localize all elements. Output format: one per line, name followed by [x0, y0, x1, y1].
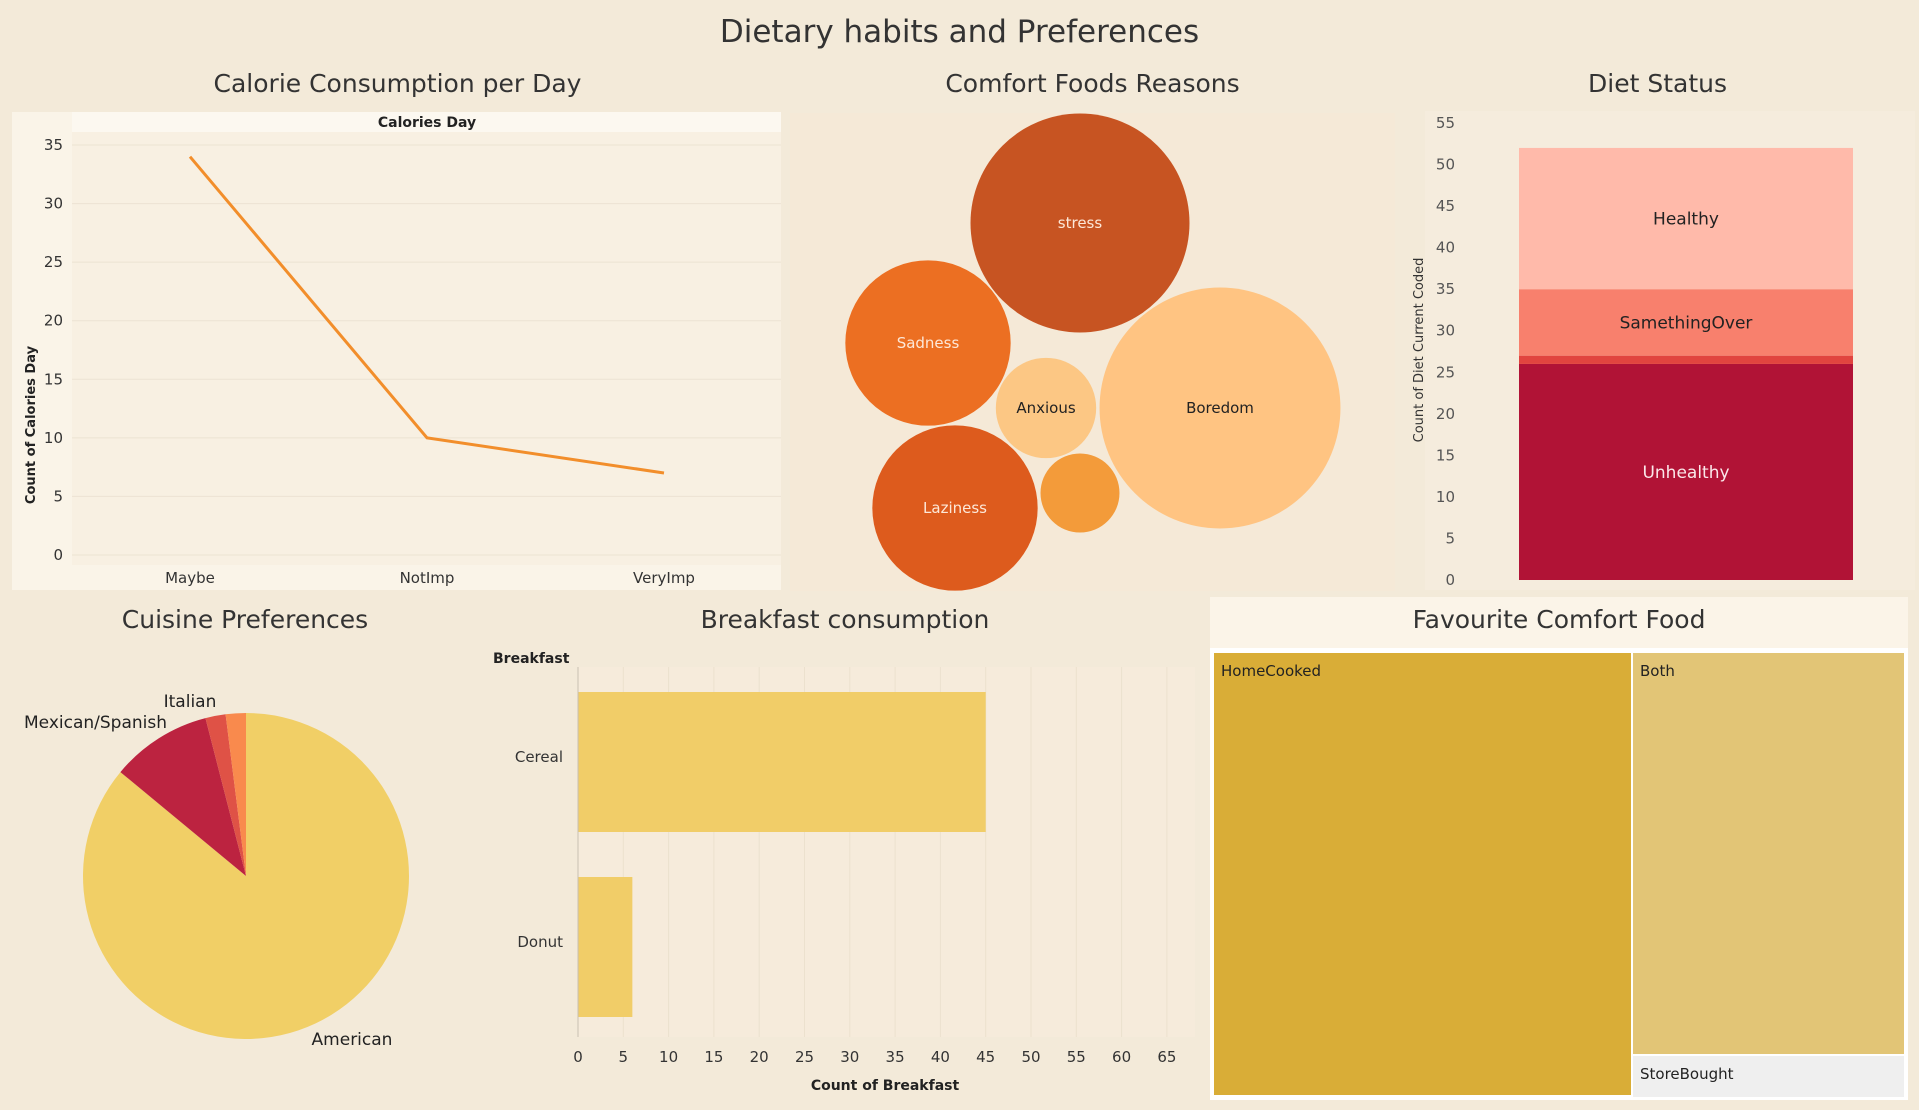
breakfast-x-axis-label: Count of Breakfast: [811, 1078, 960, 1094]
breakfast-x-tick-label: 15: [704, 1048, 723, 1066]
bubble-laziness: [872, 425, 1038, 591]
diet-y-tick-label: 5: [1445, 529, 1455, 547]
diet-bar-segment: [1519, 363, 1853, 580]
diet-y-tick-label: 30: [1436, 322, 1455, 340]
line-x-tick-label: NotImp: [400, 569, 455, 587]
diet-segment-label: Unhealthy: [1642, 463, 1729, 483]
bubble-label: Boredom: [1186, 399, 1254, 417]
diet-y-tick-label: 50: [1436, 156, 1455, 174]
breakfast-y-axis-label: Breakfast: [493, 651, 570, 667]
pie-slice: [205, 714, 246, 876]
breakfast-x-tick-label: 65: [1157, 1048, 1176, 1066]
diet-bar-segment: [1519, 147, 1853, 290]
calorie-line-chart: Calories Day Count of Calories Day 0 5 10 1…: [12, 112, 781, 590]
line-y-tick-label: 15: [44, 370, 63, 388]
treemap-cell-storebought: StoreBought: [1633, 1056, 1904, 1097]
line-y-tick-label: 30: [44, 195, 63, 213]
treemap-cell-label: HomeCooked: [1221, 662, 1322, 680]
diet-y-tick-label: 15: [1436, 446, 1455, 464]
pie-label: American: [312, 1030, 393, 1050]
bubble-label: Sadness: [897, 334, 960, 352]
diet-y-tick-label: 25: [1436, 363, 1455, 381]
breakfast-x-tick-label: 40: [931, 1048, 950, 1066]
breakfast-x-tick-label: 60: [1112, 1048, 1131, 1066]
breakfast-x-tick-label: 20: [750, 1048, 769, 1066]
line-subtitle: Calories Day: [378, 115, 476, 131]
bubble-anxious: [995, 357, 1097, 459]
breakfast-x-tick-label: 55: [1067, 1048, 1086, 1066]
diet-segment-label: Healthy: [1653, 210, 1719, 230]
treemap-cell-both: Both: [1633, 653, 1904, 1054]
bubble-sadness: [845, 260, 1011, 426]
breakfast-y-tick-label: Cereal: [515, 748, 563, 766]
bubble-label: Anxious: [1016, 399, 1075, 417]
bubble-stress: [970, 113, 1190, 333]
line-x-tick-label: VeryImp: [633, 569, 695, 587]
breakfast-x-tick-label: 45: [976, 1048, 995, 1066]
dashboard-title: Dietary habits and Preferences: [719, 14, 1200, 50]
bubble-label: stress: [1058, 214, 1103, 232]
line-y-tick-label: 20: [44, 312, 63, 330]
pie-slice: [82, 713, 409, 1039]
bubble-boredom: [1099, 287, 1341, 529]
favourite-food-treemap: HomeCooked Both StoreBought: [1210, 648, 1908, 1100]
diet-y-tick-label: 45: [1436, 197, 1455, 215]
bubble-unlabeled: [1040, 453, 1120, 533]
diet-bar-segment: [1519, 289, 1853, 356]
diet-y-tick-label: 20: [1436, 405, 1455, 423]
line-plot-area: [72, 132, 781, 565]
cuisine-title: Cuisine Preferences: [121, 605, 369, 634]
line-y-tick-label: 10: [44, 429, 63, 447]
diet-segment-label: SamethingOver: [1620, 313, 1753, 333]
breakfast-x-tick-label: 10: [659, 1048, 678, 1066]
line-x-tick-label: Maybe: [165, 569, 215, 587]
comfort-reasons-title: Comfort Foods Reasons: [945, 69, 1240, 98]
breakfast-bar: [578, 877, 633, 1017]
breakfast-x-tick-label: 35: [886, 1048, 905, 1066]
diet-status-title: Diet Status: [1588, 69, 1727, 98]
pie-slice: [225, 713, 246, 876]
breakfast-x-tick-label: 5: [619, 1048, 629, 1066]
breakfast-title: Breakfast consumption: [700, 605, 990, 634]
breakfast-x-tick-label: 25: [795, 1048, 814, 1066]
breakfast-x-tick-label: 0: [573, 1048, 583, 1066]
diet-y-axis-label: Count of Diet Current Coded: [1412, 258, 1427, 443]
diet-y-tick-label: 10: [1436, 488, 1455, 506]
line-y-tick-label: 35: [44, 136, 63, 154]
line-y-tick-label: 25: [44, 253, 63, 271]
line-y-tick-label: 0: [53, 546, 63, 564]
diet-y-tick-label: 40: [1436, 239, 1455, 257]
breakfast-bar-chart: Breakfast Count of Breakfast 0 5 10 15 20 25 3…: [490, 640, 1210, 1100]
treemap-cell-homecooked: HomeCooked: [1214, 653, 1631, 1095]
treemap-cell-label: Both: [1640, 662, 1675, 680]
line-header-band: [72, 112, 781, 132]
pie-label: Italian: [164, 692, 217, 712]
diet-y-tick-label: 0: [1445, 571, 1455, 589]
calorie-chart-title: Calorie Consumption per Day: [213, 69, 582, 98]
calorie-series-line: [188, 155, 665, 475]
breakfast-y-tick-label: Donut: [517, 933, 563, 951]
bubble-label: Laziness: [923, 499, 987, 517]
line-y-tick-label: 5: [53, 487, 63, 505]
treemap-cell-label: StoreBought: [1640, 1065, 1734, 1083]
pie-label: Mexican/Spanish: [24, 713, 167, 733]
diet-bar-segment: [1519, 355, 1853, 364]
pie-slice: [120, 718, 246, 876]
breakfast-x-tick-label: 30: [840, 1048, 859, 1066]
diet-status-chart: Count of Diet Current Coded 0 5 10 15 20 25 30…: [1412, 111, 1915, 590]
line-y-axis-label: Count of Calories Day: [24, 345, 39, 504]
comfort-reasons-bubble-chart: stress Boredom Sadness Laziness Anxious: [790, 113, 1395, 591]
favourite-food-title: Favourite Comfort Food: [1412, 605, 1706, 634]
breakfast-bar: [578, 692, 986, 832]
breakfast-x-tick-label: 50: [1021, 1048, 1040, 1066]
diet-y-tick-label: 55: [1436, 114, 1455, 132]
diet-y-tick-label: 35: [1436, 280, 1455, 298]
